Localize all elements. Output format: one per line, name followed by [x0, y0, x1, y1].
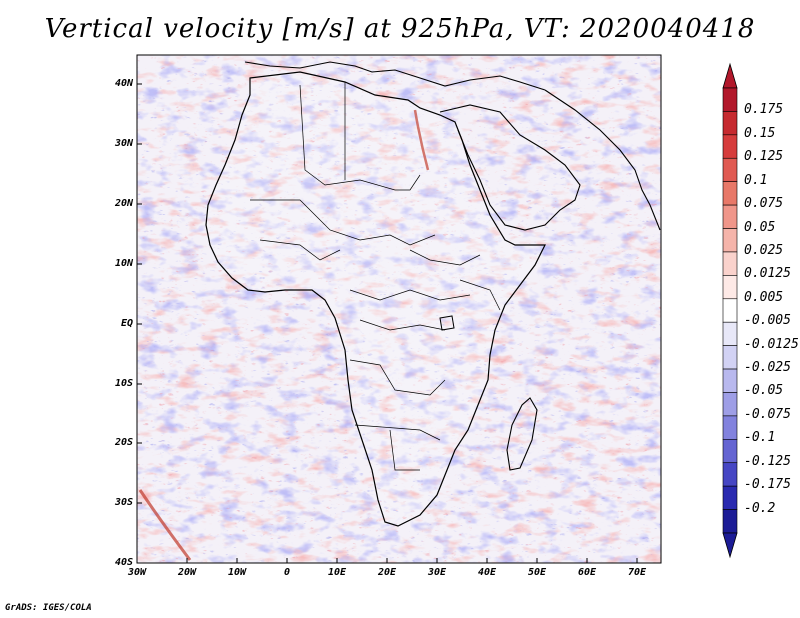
colorbar-label: 0.025	[744, 242, 784, 258]
colorbar-segment	[722, 251, 738, 276]
colorbar-bottom-arrow	[722, 532, 738, 559]
ytick-label: 30S	[114, 497, 133, 508]
madagascar	[506, 397, 538, 471]
chart-title: Vertical velocity [m/s] at 925hPa, VT: 2…	[44, 14, 756, 44]
colorbar	[722, 62, 738, 559]
europe-coastline	[244, 61, 546, 91]
asia-coastline	[544, 89, 661, 231]
xtick-label: 30E	[427, 567, 447, 578]
southwest-atlantic-front	[138, 489, 192, 561]
colorbar-label: -0.025	[744, 360, 791, 376]
colorbar-segment	[722, 157, 738, 182]
colorbar-label: -0.05	[744, 383, 784, 399]
colorbar-segment	[722, 415, 738, 440]
colorbar-label: 0.075	[744, 196, 784, 212]
ytick-label: EQ	[120, 318, 133, 329]
ytick-label: 20N	[114, 198, 133, 209]
ytick-label: 20S	[114, 437, 133, 448]
xtick-label: 0	[283, 567, 291, 578]
colorbar-segment	[722, 439, 738, 464]
colorbar-label: 0.125	[744, 149, 784, 165]
colorbar-label: -0.2	[744, 500, 776, 516]
colorbar-label: 0.005	[744, 289, 784, 305]
arabia-coastline	[439, 104, 581, 231]
colorbar-segment	[722, 392, 738, 417]
colorbar-top-arrow	[722, 62, 738, 89]
ytick-label: 10S	[114, 378, 133, 389]
xtick-label: 40E	[477, 567, 497, 578]
colorbar-label: 0.0125	[744, 266, 791, 282]
colorbar-label: 0.15	[744, 125, 776, 141]
credit-text: GrADS: IGES/COLA	[5, 603, 92, 613]
ytick-label: 10N	[114, 258, 133, 269]
plot-area	[137, 55, 661, 563]
colorbar-segment	[722, 298, 738, 323]
colorbar-segment	[722, 134, 738, 159]
xtick-label: 20W	[177, 567, 197, 578]
ytick-label: 40N	[114, 78, 133, 89]
ytick-label: 30N	[114, 138, 133, 149]
colorbar-label: -0.175	[744, 477, 791, 493]
colorbar-segment	[722, 509, 738, 534]
colorbar-label: 0.1	[744, 172, 768, 188]
colorbar-label: 0.175	[744, 102, 784, 118]
colorbar-segment	[722, 87, 738, 112]
colorbar-label: -0.005	[744, 313, 791, 329]
colorbar-segment	[722, 228, 738, 253]
axis-ticks	[137, 83, 638, 563]
colorbar-label: -0.1	[744, 430, 776, 446]
ytick-label: 40S	[114, 557, 133, 568]
plot-frame	[136, 54, 662, 564]
xtick-label: 10E	[327, 567, 347, 578]
colorbar-segment	[722, 368, 738, 393]
colorbar-segment	[722, 275, 738, 300]
country-borders	[250, 82, 501, 471]
xtick-label: 30W	[127, 567, 147, 578]
xtick-label: 60E	[577, 567, 597, 578]
colorbar-segment	[722, 462, 738, 487]
colorbar-segment	[722, 485, 738, 510]
colorbar-label: -0.0125	[744, 336, 799, 352]
colorbar-label: 0.05	[744, 219, 776, 235]
colorbar-segment	[722, 321, 738, 346]
lake-victoria	[439, 315, 455, 331]
xtick-label: 10W	[227, 567, 247, 578]
xtick-label: 70E	[627, 567, 647, 578]
xtick-label: 20E	[377, 567, 397, 578]
colorbar-segment	[722, 345, 738, 370]
colorbar-segment	[722, 181, 738, 206]
colorbar-label: -0.125	[744, 453, 791, 469]
colorbar-segment	[722, 204, 738, 229]
colorbar-label: -0.075	[744, 406, 791, 422]
ethiopia-convergence-line	[413, 109, 430, 171]
field-noise-fine-negative	[137, 55, 661, 563]
xtick-label: 50E	[527, 567, 547, 578]
colorbar-segment	[722, 111, 738, 136]
africa-coastline	[205, 71, 546, 527]
